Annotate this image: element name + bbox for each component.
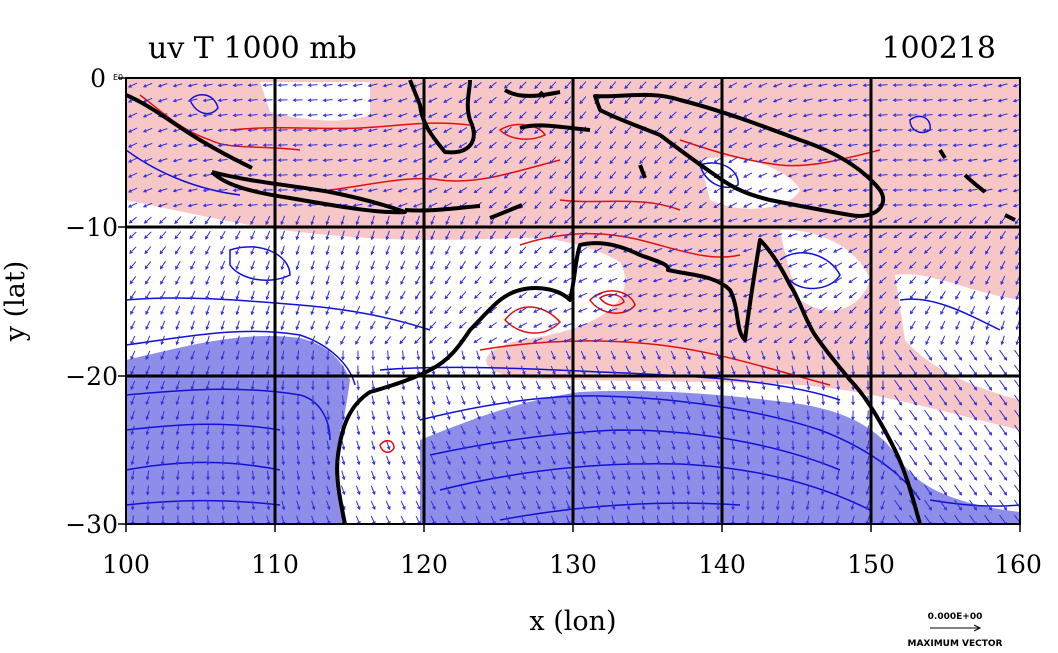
y-tick-label: −30 (65, 510, 118, 539)
wind-vectors (127, 81, 1020, 524)
neutral-patch (700, 157, 800, 209)
x-tick-label: 140 (698, 550, 746, 579)
x-tick-label: 100 (102, 550, 150, 579)
x-tick-label: 110 (251, 550, 299, 579)
warm-isolines (139, 94, 881, 453)
legend-caption: MAXIMUM VECTOR (907, 639, 1002, 649)
neutral-patch (780, 229, 870, 311)
y-tick-label: −10 (65, 213, 118, 242)
x-tick-label: 120 (400, 550, 448, 579)
x-tick-label: 130 (549, 550, 597, 579)
vector-legend: 0.000E+00 MAXIMUM VECTOR (907, 612, 1002, 649)
neutral-patch (260, 82, 370, 121)
x-axis-label: x (lon) (529, 606, 616, 637)
x-tick-label: 150 (847, 550, 895, 579)
y-tick-label: 0 (90, 64, 106, 93)
x-tick-label: 160 (994, 550, 1042, 579)
date-label: 100218 (881, 31, 996, 66)
neutral-patch (895, 274, 1020, 400)
legend-value: 0.000E+00 (928, 612, 983, 622)
corner-exponent-label: E0 (113, 73, 123, 82)
wind-vector-arrows (127, 81, 1020, 524)
legend-arrowhead-icon (973, 624, 982, 632)
plot-title: uv T 1000 mb (148, 31, 357, 66)
y-axis-label: y (lat) (0, 261, 31, 343)
map-area (126, 78, 1020, 524)
y-tick-label: −20 (65, 362, 118, 391)
grid-lines (126, 78, 1020, 524)
axis-ticks (118, 77, 1021, 532)
